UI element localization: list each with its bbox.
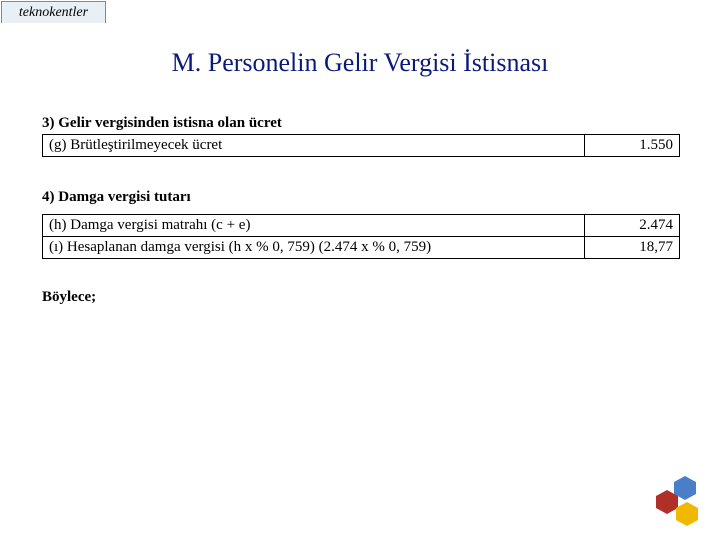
table-section-4: (h) Damga vergisi matrahı (c + e) 2.474 …: [42, 214, 680, 259]
cell-desc: (g) Brütleştirilmeyecek ücret: [43, 135, 585, 157]
hex-red-icon: [656, 496, 678, 508]
section-label: 4) Damga vergisi tutarı: [42, 189, 191, 205]
cell-value: 1.550: [585, 135, 680, 157]
table-row: (g) Brütleştirilmeyecek ücret 1.550: [43, 135, 680, 157]
section-4-heading: 4) Damga vergisi tutarı: [42, 188, 680, 206]
closing-label: Böylece;: [42, 289, 96, 305]
table: (h) Damga vergisi matrahı (c + e) 2.474 …: [42, 214, 680, 259]
table-section-3: (g) Brütleştirilmeyecek ücret 1.550: [42, 134, 680, 157]
page-title: M. Personelin Gelir Vergisi İstisnası: [0, 48, 720, 78]
section-3-heading: 3) Gelir vergisinden istisna olan ücret: [42, 114, 680, 132]
hex-yellow-icon: [676, 508, 698, 520]
section-label: 3) Gelir vergisinden istisna olan ücret: [42, 115, 282, 131]
cell-value: 2.474: [585, 215, 680, 237]
cell-desc: (h) Damga vergisi matrahı (c + e): [43, 215, 585, 237]
table-row: (ı) Hesaplanan damga vergisi (h x % 0, 7…: [43, 237, 680, 259]
table: (g) Brütleştirilmeyecek ücret 1.550: [42, 134, 680, 157]
header-tab: teknokentler: [1, 1, 106, 23]
table-row: (h) Damga vergisi matrahı (c + e) 2.474: [43, 215, 680, 237]
logo-icon: [652, 478, 702, 528]
cell-desc: (ı) Hesaplanan damga vergisi (h x % 0, 7…: [43, 237, 585, 259]
header-tab-label: teknokentler: [19, 5, 88, 21]
closing-text: Böylece;: [42, 288, 680, 306]
cell-value: 18,77: [585, 237, 680, 259]
